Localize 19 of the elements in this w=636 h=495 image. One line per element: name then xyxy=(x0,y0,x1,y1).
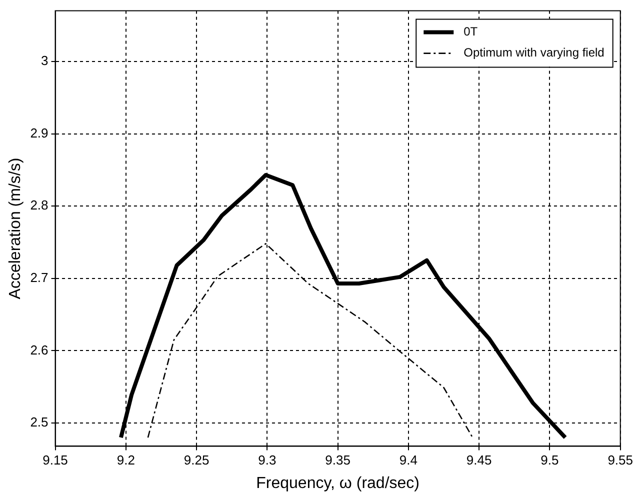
x-tick-label: 9.35 xyxy=(325,452,350,468)
y-tick-label: 2.8 xyxy=(30,198,48,213)
x-tick-label: 9.15 xyxy=(42,452,68,468)
x-tick-label: 9.2 xyxy=(116,452,135,468)
y-tick-label: 2.6 xyxy=(30,342,48,358)
y-tick-label: 2.7 xyxy=(30,270,48,285)
x-tick-label: 9.5 xyxy=(540,452,559,468)
y-axis-title: Acceleration (m/s/s) xyxy=(7,158,24,300)
x-tick-label: 9.55 xyxy=(608,452,634,468)
legend-label: Optimum with varying field xyxy=(464,46,604,60)
y-tick-label: 3 xyxy=(41,53,48,68)
x-axis-title: Frequency, ω (rad/sec) xyxy=(256,474,420,492)
x-tick-label: 9.4 xyxy=(399,452,418,468)
x-tick-label: 9.25 xyxy=(184,452,210,468)
x-tick-label: 9.3 xyxy=(258,452,276,468)
y-tick-label: 2.5 xyxy=(30,414,48,430)
legend-label: 0T xyxy=(464,24,478,39)
y-tick-label: 2.9 xyxy=(30,125,48,140)
x-tick-label: 9.45 xyxy=(466,452,492,468)
